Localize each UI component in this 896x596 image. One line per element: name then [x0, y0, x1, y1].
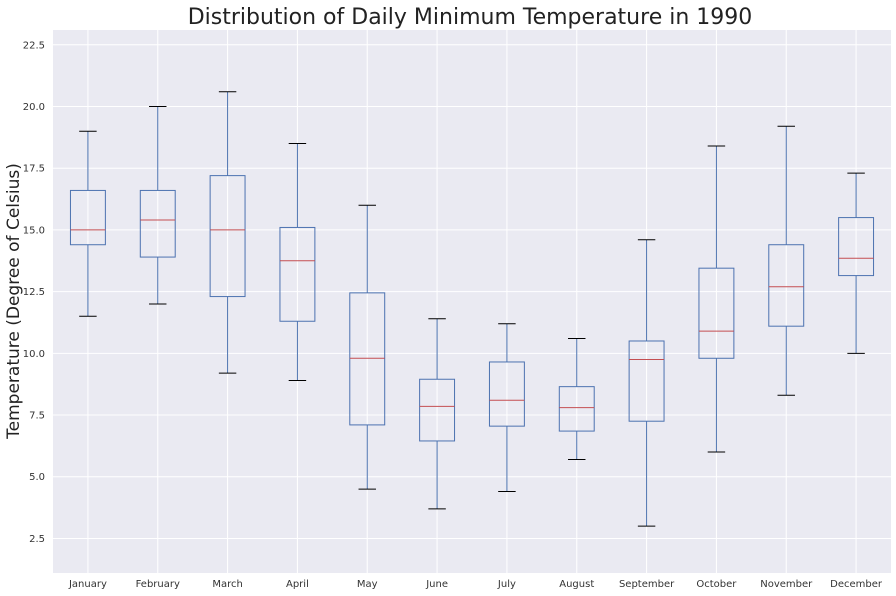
iqr-box [139, 189, 176, 258]
y-tick-labels: 2.5 5.0 7.5 10.0 12.5 15.0 17.5 20.0 22.5 [23, 40, 45, 545]
box-november [768, 125, 805, 396]
iqr-box [488, 361, 525, 427]
box-may [349, 204, 386, 490]
y-tick-label: 2.5 [29, 534, 45, 545]
chart-title: Distribution of Daily Minimum Temperatur… [188, 5, 753, 30]
iqr-box [209, 175, 246, 298]
y-tick-label: 7.5 [29, 411, 45, 422]
box-april [279, 143, 316, 381]
x-tick-label: November [760, 579, 813, 590]
x-tick-label: August [559, 579, 594, 590]
y-tick-label: 15.0 [23, 225, 45, 236]
iqr-box [69, 189, 106, 246]
x-tick-label: October [696, 579, 737, 590]
y-tick-label: 5.0 [29, 472, 45, 483]
plot-background [53, 30, 891, 573]
iqr-box [838, 217, 875, 277]
x-tick-label: March [212, 579, 242, 590]
x-tick-label: January [68, 579, 107, 590]
iqr-box [558, 386, 595, 432]
boxes-layer [69, 91, 875, 527]
box-march [209, 91, 246, 374]
box-july [488, 323, 525, 493]
box-september [628, 239, 665, 527]
x-tick-labels: January February March April May June July Augu… [68, 579, 883, 590]
x-tick-label: April [286, 579, 309, 590]
box-january [69, 130, 106, 317]
x-tick-label: June [425, 579, 448, 590]
y-tick-label: 20.0 [23, 102, 45, 113]
iqr-box [419, 378, 456, 442]
x-tick-label: February [136, 579, 180, 590]
y-tick-label: 22.5 [23, 40, 45, 51]
iqr-box [279, 226, 316, 322]
y-tick-label: 17.5 [23, 164, 45, 175]
y-tick-label: 10.0 [23, 349, 45, 360]
iqr-box [698, 267, 735, 359]
iqr-box [628, 340, 665, 422]
iqr-box [349, 292, 386, 426]
y-tick-label: 12.5 [23, 287, 45, 298]
box-december [838, 172, 875, 354]
box-june [419, 318, 456, 510]
box-august [558, 338, 595, 460]
x-tick-label: May [357, 579, 378, 590]
iqr-box [768, 244, 805, 327]
box-october [698, 145, 735, 453]
box-february [139, 106, 176, 305]
y-axis-label: Temperature (Degree of Celsius) [4, 163, 24, 440]
x-tick-label: December [830, 579, 883, 590]
x-tick-label: July [497, 579, 516, 590]
x-tick-label: September [619, 579, 675, 590]
